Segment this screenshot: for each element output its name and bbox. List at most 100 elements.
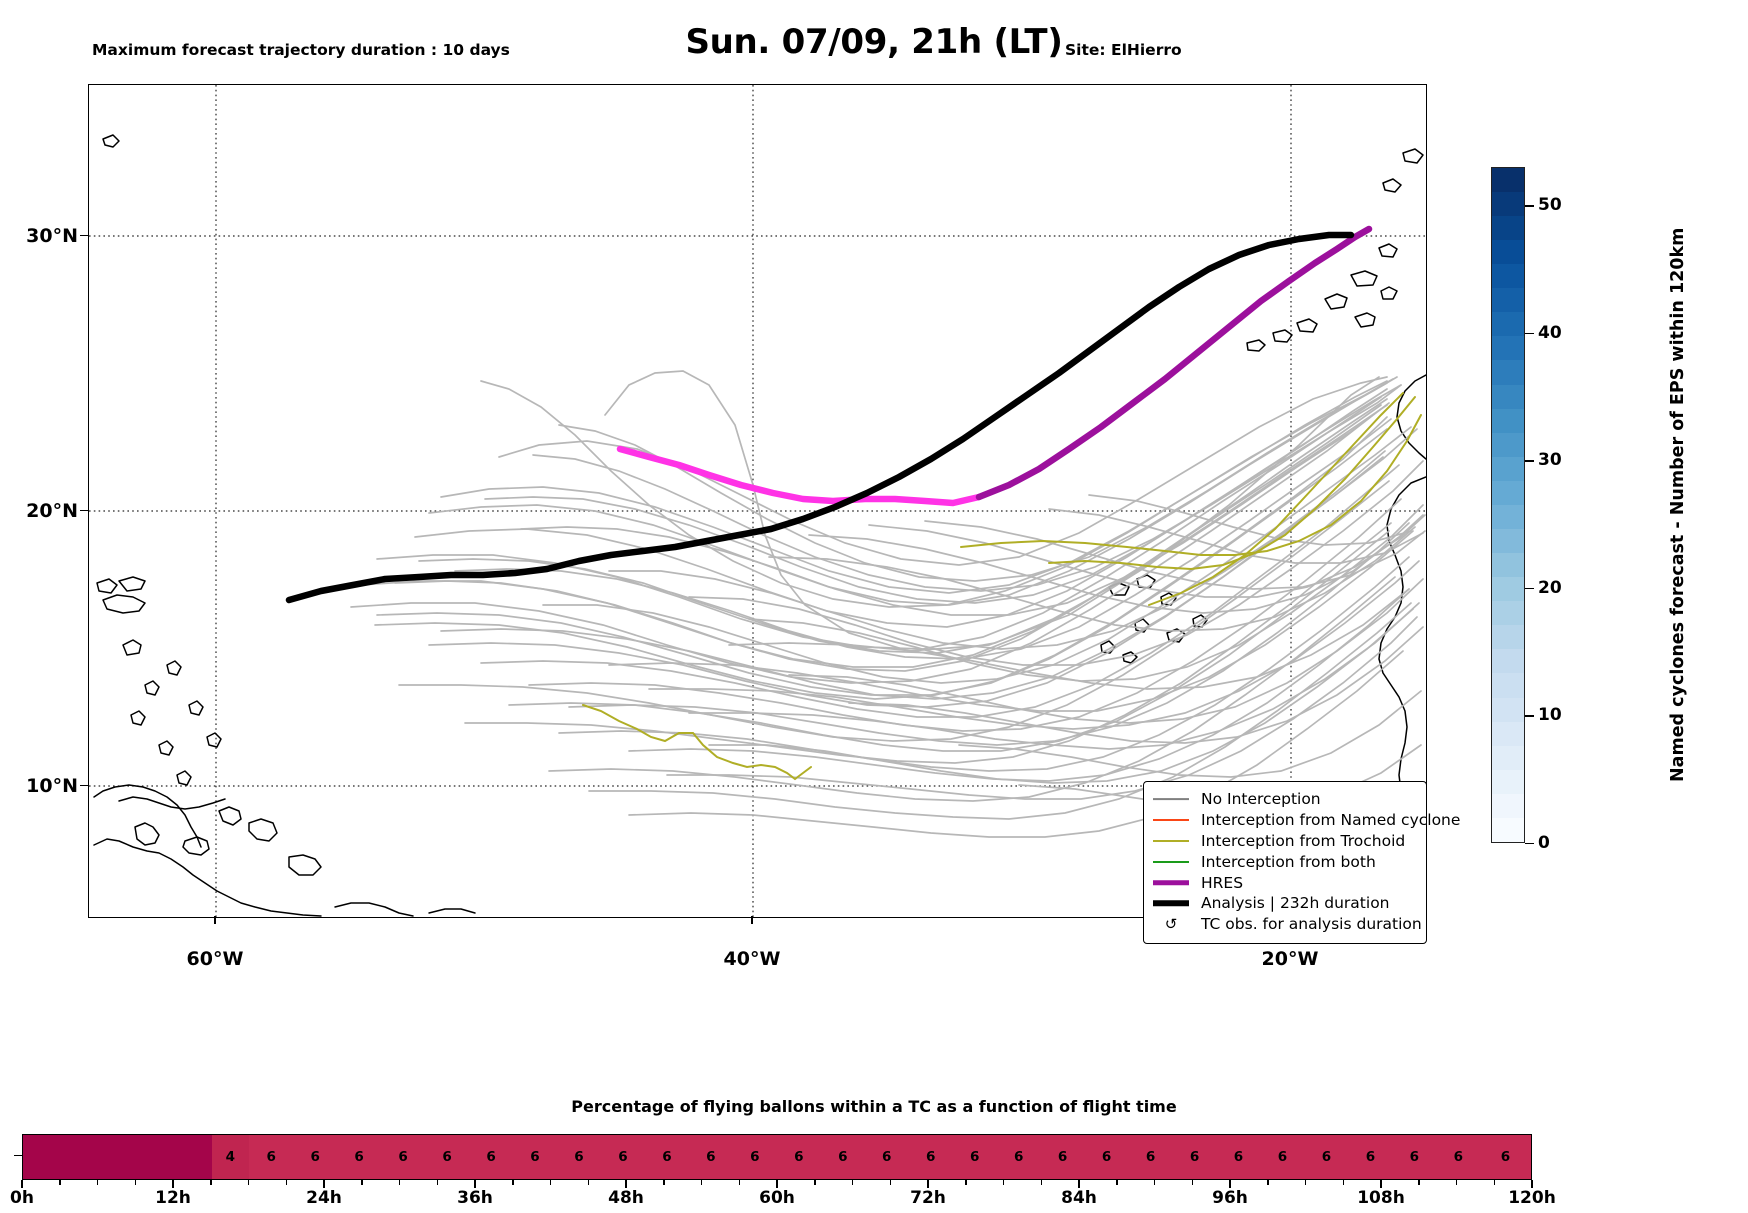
legend-item-analysis[interactable]: Analysis | 232h duration xyxy=(1153,893,1417,914)
percentage-bar-tick-label: 120h xyxy=(1508,1188,1556,1208)
percentage-bar-minor-tick xyxy=(965,1180,967,1185)
percentage-bar-tick-label: 24h xyxy=(306,1188,342,1208)
lat-tick-label-10n: 10°N xyxy=(26,775,78,797)
percentage-bar-cell: 6 xyxy=(600,1135,645,1179)
legend-item-tc-obs[interactable]: ↺ TC obs. for analysis duration xyxy=(1153,914,1422,935)
percentage-bar-tick-label: 72h xyxy=(910,1188,946,1208)
legend-label-trochoid: Interception from Trochoid xyxy=(1201,831,1406,850)
percentage-bar-cell: 6 xyxy=(293,1135,338,1179)
legend-label-hres: HRES xyxy=(1201,873,1244,892)
percentage-bar-cell: 6 xyxy=(337,1135,382,1179)
colorbar-gradient xyxy=(1491,167,1525,843)
percentage-bar-minor-tick xyxy=(210,1180,212,1185)
legend-swatch-hres xyxy=(1153,876,1189,890)
colorbar: 0 10 20 30 40 50 xyxy=(1491,167,1562,853)
percentage-bar-tick-mark xyxy=(625,1180,627,1188)
colorbar-title: Named cyclones forecast - Number of EPS … xyxy=(1668,227,1688,783)
legend-item-both[interactable]: Interception from both xyxy=(1153,851,1417,872)
colorbar-level xyxy=(1492,721,1524,746)
legend-item-named-cyclone[interactable]: Interception from Named cyclone xyxy=(1153,810,1460,831)
legend-label-named-cyclone: Interception from Named cyclone xyxy=(1201,811,1461,830)
legend-swatch-named-cyclone xyxy=(1153,813,1189,827)
site-line: Site: ElHierro xyxy=(1065,41,1182,59)
percentage-bar-tick-label: 36h xyxy=(457,1188,493,1208)
percentage-bar-cell: 6 xyxy=(425,1135,470,1179)
percentage-bar-minor-tick xyxy=(134,1180,137,1185)
percentage-bar-cell: 6 xyxy=(1260,1135,1305,1179)
colorbar-level xyxy=(1492,336,1524,361)
percentage-bar-minor-tick xyxy=(1418,1180,1420,1185)
legend-swatch-trochoid xyxy=(1153,834,1189,848)
legend-item-hres[interactable]: HRES xyxy=(1153,872,1417,893)
legend-item-trochoid[interactable]: Interception from Trochoid xyxy=(1153,831,1417,852)
percentage-bar-tick-label: 108h xyxy=(1357,1188,1405,1208)
percentage-bar-cell: 6 xyxy=(1216,1135,1261,1179)
colorbar-tick-mark xyxy=(1525,587,1534,590)
colorbar-tick-label: 40 xyxy=(1538,322,1562,343)
legend-label-no-interception: No Interception xyxy=(1201,790,1321,809)
cyclone-icon: ↺ xyxy=(1164,914,1178,933)
legend-item-no-interception[interactable]: No Interception xyxy=(1153,789,1417,810)
lon-tick-label-40w: 40°W xyxy=(723,948,781,970)
colorbar-level xyxy=(1492,191,1524,216)
colorbar-tick-label: 30 xyxy=(1538,450,1562,471)
percentage-bar-minor-tick xyxy=(1342,1180,1345,1185)
lon-tick-label-20w: 20°W xyxy=(1261,948,1319,970)
percentage-bar-tick-label: 0h xyxy=(10,1188,34,1208)
percentage-bar-cell: 6 xyxy=(732,1135,777,1179)
percentage-bar-cell: 6 xyxy=(469,1135,513,1179)
colorbar-level xyxy=(1492,408,1524,433)
colorbar-level xyxy=(1492,312,1524,337)
coastlines xyxy=(93,134,1426,917)
colorbar-level xyxy=(1492,673,1524,698)
colorbar-level xyxy=(1492,432,1524,457)
percentage-bar-tick-mark xyxy=(172,1180,174,1188)
percentage-bar-cell: 6 xyxy=(996,1135,1041,1179)
percentage-bar-minor-tick xyxy=(59,1180,61,1185)
colorbar-level xyxy=(1492,817,1524,842)
percentage-bar-tick-label: 12h xyxy=(155,1188,191,1208)
colorbar-tick-mark xyxy=(1525,715,1534,717)
map-legend[interactable]: No Interception Interception from Named … xyxy=(1143,781,1460,944)
percentage-bar-cell: 6 xyxy=(1480,1135,1531,1179)
percentage-bar-cell: 6 xyxy=(820,1135,865,1179)
colorbar-tick-mark xyxy=(1525,205,1534,207)
percentage-bar-minor-tick xyxy=(247,1180,250,1185)
percentage-bar-cell: 6 xyxy=(1128,1135,1173,1179)
percentage-bar-cell: 6 xyxy=(1304,1135,1349,1179)
percentage-bar-minor-tick xyxy=(1153,1180,1156,1185)
lon-tick-mark-60w xyxy=(214,916,216,924)
trochoid-intercept-trajectories xyxy=(582,392,1422,781)
max-duration-line: Maximum forecast trajectory duration : 1… xyxy=(92,41,510,59)
percentage-bar-title: Percentage of flying ballons within a TC… xyxy=(571,1097,1177,1116)
colorbar-level xyxy=(1492,745,1524,770)
colorbar-tick-mark xyxy=(1525,332,1534,335)
map-plot-area xyxy=(88,84,1427,918)
colorbar-tick-mark xyxy=(1525,843,1534,845)
percentage-bar-minor-tick xyxy=(1304,1180,1307,1185)
colorbar-level xyxy=(1492,528,1524,554)
percentage-bar-minor-tick xyxy=(1116,1180,1118,1185)
colorbar-tick-label: 50 xyxy=(1538,195,1562,216)
percentage-bar-cell: 6 xyxy=(952,1135,997,1179)
percentage-bar-minor-tick xyxy=(889,1180,892,1185)
percentage-bar-minor-tick xyxy=(96,1180,99,1185)
legend-swatch-both xyxy=(1153,855,1189,869)
percentage-bar-minor-tick xyxy=(512,1180,514,1185)
percentage-bar-cell: 6 xyxy=(688,1135,733,1179)
colorbar-level xyxy=(1492,288,1524,313)
lat-tick-mark-10n xyxy=(80,784,88,786)
percentage-bar-tick-mark xyxy=(474,1180,476,1188)
colorbar-tick-mark xyxy=(1525,460,1534,462)
percentage-bar-cell: 6 xyxy=(1436,1135,1481,1179)
percentage-bar-cell: 6 xyxy=(1084,1135,1129,1179)
percentage-bar-minor-tick xyxy=(436,1180,439,1185)
colorbar-level xyxy=(1492,167,1524,192)
percentage-bar-cell: 6 xyxy=(864,1135,909,1179)
percentage-bar-cell: 6 xyxy=(556,1135,601,1179)
lat-tick-mark-30n xyxy=(80,234,88,236)
percentage-bar-tick-label: 60h xyxy=(759,1188,795,1208)
percentage-bar-cell: 6 xyxy=(908,1135,953,1179)
percentage-bar-tick-mark xyxy=(1380,1180,1382,1188)
